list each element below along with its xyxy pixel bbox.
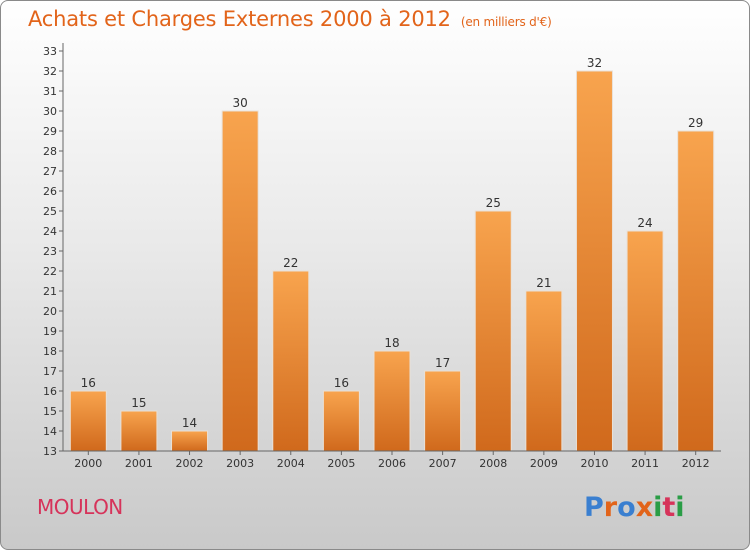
bar-2004 xyxy=(272,270,310,452)
x-tick-label-2009: 2009 xyxy=(530,457,558,470)
data-label-2012: 29 xyxy=(688,116,703,130)
logo-letter: r xyxy=(603,492,618,523)
y-tick-label: 33 xyxy=(43,45,57,58)
y-tick-label: 22 xyxy=(43,265,57,278)
data-label-2010: 32 xyxy=(587,56,602,70)
logo-letter: x xyxy=(635,492,654,523)
y-tick-label: 29 xyxy=(43,125,57,138)
x-tick-label-2004: 2004 xyxy=(277,457,305,470)
x-tick-label-2010: 2010 xyxy=(580,457,608,470)
x-axis: 2000 2001 2002 2003 2004 2005 2006 2007 2008 2009… xyxy=(63,450,721,470)
bars: 16 15 14 30 22 16 18 17 25 21 32 24 29 xyxy=(69,56,715,452)
y-tick-label: 18 xyxy=(43,345,57,358)
data-label-2004: 22 xyxy=(283,256,298,270)
bar-2005 xyxy=(322,390,360,452)
bar-2003 xyxy=(221,110,259,452)
bar-2002 xyxy=(171,430,209,452)
logo-letter: i xyxy=(675,492,685,523)
y-tick-label: 30 xyxy=(43,105,57,118)
x-tick-label-2012: 2012 xyxy=(682,457,710,470)
data-label-2001: 15 xyxy=(131,396,146,410)
y-tick-label: 13 xyxy=(43,445,57,458)
bar-2010 xyxy=(575,70,613,452)
bar-2000 xyxy=(69,390,107,452)
y-tick-label: 31 xyxy=(43,85,57,98)
chart-title-text: Achats et Charges Externes 2000 à 2012 xyxy=(28,7,451,31)
x-tick-label-2005: 2005 xyxy=(327,457,355,470)
y-tick-label: 20 xyxy=(43,305,57,318)
data-label-2006: 18 xyxy=(384,336,399,350)
data-label-2002: 14 xyxy=(182,416,197,430)
bar-2008 xyxy=(474,210,512,452)
commune-name: MOULON xyxy=(37,495,123,519)
y-tick-label: 28 xyxy=(43,145,57,158)
bar-2012 xyxy=(677,130,715,452)
bar-2006 xyxy=(373,350,411,452)
data-label-2000: 16 xyxy=(81,376,96,390)
x-tick-label-2003: 2003 xyxy=(226,457,254,470)
y-tick-label: 17 xyxy=(43,365,57,378)
logo-letter: i xyxy=(653,492,663,523)
data-label-2005: 16 xyxy=(334,376,349,390)
data-label-2011: 24 xyxy=(637,216,652,230)
y-tick-label: 25 xyxy=(43,205,57,218)
logo-letter: t xyxy=(662,492,676,523)
x-tick-label-2008: 2008 xyxy=(479,457,507,470)
x-tick-label-2007: 2007 xyxy=(429,457,457,470)
y-tick-label: 15 xyxy=(43,405,57,418)
logo-letter: P xyxy=(584,492,604,523)
bar-2007 xyxy=(424,370,462,452)
x-tick-label-2000: 2000 xyxy=(74,457,102,470)
logo-letter: o xyxy=(617,492,636,523)
y-tick-label: 19 xyxy=(43,325,57,338)
data-label-2009: 21 xyxy=(536,276,551,290)
y-tick-label: 24 xyxy=(43,225,57,238)
y-tick-label: 16 xyxy=(43,385,57,398)
y-tick-label: 21 xyxy=(43,285,57,298)
bar-2009 xyxy=(525,290,563,452)
y-tick-label: 23 xyxy=(43,245,57,258)
x-tick-label-2011: 2011 xyxy=(631,457,659,470)
data-label-2007: 17 xyxy=(435,356,450,370)
y-tick-label: 14 xyxy=(43,425,57,438)
x-tick-label-2002: 2002 xyxy=(176,457,204,470)
proxiti-logo[interactable]: Proxiti xyxy=(584,492,685,523)
bar-2001 xyxy=(120,410,158,452)
chart-title: Achats et Charges Externes 2000 à 2012 (e… xyxy=(28,7,552,31)
y-tick-label: 26 xyxy=(43,185,57,198)
y-tick-label: 32 xyxy=(43,65,57,78)
x-tick-label-2001: 2001 xyxy=(125,457,153,470)
y-tick-label: 27 xyxy=(43,165,57,178)
data-label-2008: 25 xyxy=(486,196,501,210)
chart-unit: (en milliers d'€) xyxy=(460,15,552,29)
y-axis: 13 14 15 16 17 18 19 20 21 22 23 24 25 26 27 28 29 30 31 32… xyxy=(43,43,64,458)
x-tick-label-2006: 2006 xyxy=(378,457,406,470)
data-label-2003: 30 xyxy=(233,96,248,110)
bar-2011 xyxy=(626,230,664,452)
